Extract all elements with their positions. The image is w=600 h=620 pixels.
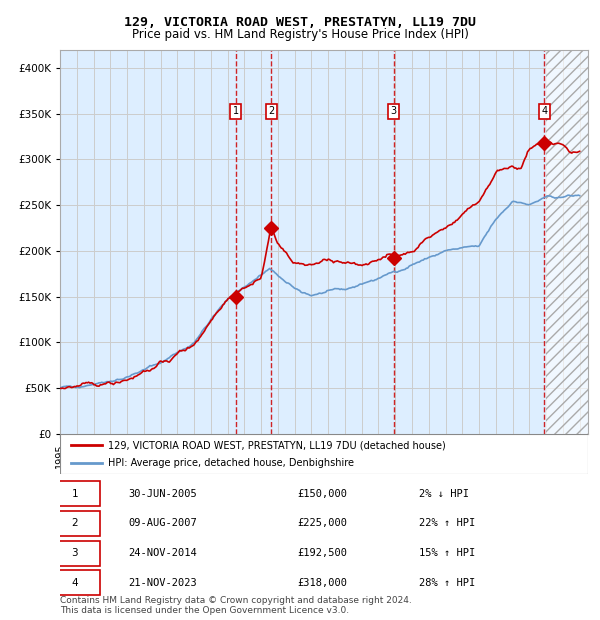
Bar [546, 50, 588, 434]
Text: 3: 3 [71, 548, 78, 558]
FancyBboxPatch shape [50, 481, 100, 506]
FancyBboxPatch shape [50, 541, 100, 565]
Text: 21-NOV-2023: 21-NOV-2023 [128, 578, 197, 588]
Text: 129, VICTORIA ROAD WEST, PRESTATYN, LL19 7DU (detached house): 129, VICTORIA ROAD WEST, PRESTATYN, LL19… [107, 440, 445, 450]
Text: £318,000: £318,000 [298, 578, 347, 588]
Text: 3: 3 [391, 106, 397, 116]
Text: Contains HM Land Registry data © Crown copyright and database right 2024.
This d: Contains HM Land Registry data © Crown c… [60, 596, 412, 615]
Text: 2: 2 [268, 106, 274, 116]
Text: £225,000: £225,000 [298, 518, 347, 528]
Text: 30-JUN-2005: 30-JUN-2005 [128, 489, 197, 498]
Text: 28% ↑ HPI: 28% ↑ HPI [419, 578, 475, 588]
Text: 22% ↑ HPI: 22% ↑ HPI [419, 518, 475, 528]
Text: 09-AUG-2007: 09-AUG-2007 [128, 518, 197, 528]
Text: 1: 1 [71, 489, 78, 498]
Text: 4: 4 [541, 106, 547, 116]
Text: £192,500: £192,500 [298, 548, 347, 558]
Text: 15% ↑ HPI: 15% ↑ HPI [419, 548, 475, 558]
FancyBboxPatch shape [60, 434, 588, 474]
FancyBboxPatch shape [50, 511, 100, 536]
Text: 2% ↓ HPI: 2% ↓ HPI [419, 489, 469, 498]
Text: 24-NOV-2014: 24-NOV-2014 [128, 548, 197, 558]
FancyBboxPatch shape [50, 570, 100, 595]
Text: 1: 1 [233, 106, 239, 116]
Text: HPI: Average price, detached house, Denbighshire: HPI: Average price, detached house, Denb… [107, 458, 353, 468]
Text: £150,000: £150,000 [298, 489, 347, 498]
Text: Price paid vs. HM Land Registry's House Price Index (HPI): Price paid vs. HM Land Registry's House … [131, 28, 469, 41]
Text: 129, VICTORIA ROAD WEST, PRESTATYN, LL19 7DU: 129, VICTORIA ROAD WEST, PRESTATYN, LL19… [124, 16, 476, 29]
Bar [546, 50, 588, 434]
Text: 2: 2 [71, 518, 78, 528]
Text: 4: 4 [71, 578, 78, 588]
